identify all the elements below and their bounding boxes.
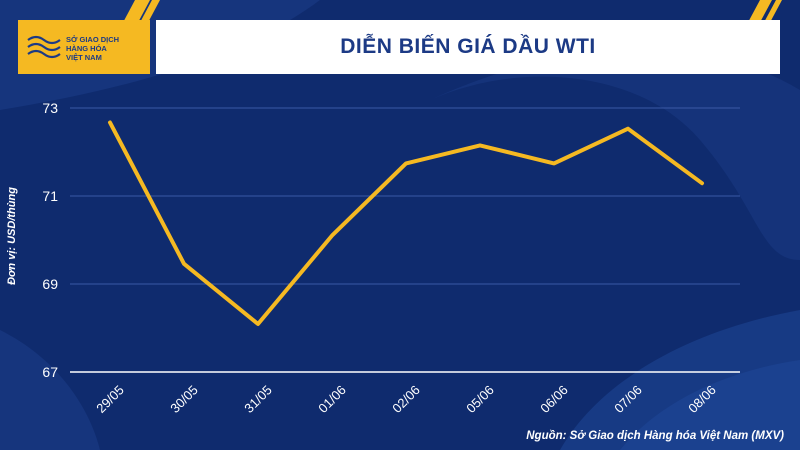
header: SỞ GIAO DỊCH HÀNG HÓA VIỆT NAM DIỄN BIẾN… [18,20,780,74]
x-tick-label: 07/06 [611,382,645,416]
x-tick-label: 08/06 [685,382,719,416]
logo-text: SỞ GIAO DỊCH HÀNG HÓA VIỆT NAM [66,35,119,62]
x-tick-label: 02/06 [389,382,423,416]
x-tick-label: 29/05 [93,382,127,416]
y-tick-label: 73 [42,100,58,116]
grid [70,107,740,373]
x-tick-label: 31/05 [241,382,275,416]
series-line [108,120,704,326]
source-note: Nguồn: Sở Giao dịch Hàng hóa Việt Nam (M… [526,430,784,442]
logo-line: VIỆT NAM [66,53,102,62]
y-tick-label: 71 [42,188,58,204]
x-tick-label: 30/05 [167,382,201,416]
title-box: DIỄN BIẾN GIÁ DẦU WTI [156,20,780,74]
logo: SỞ GIAO DỊCH HÀNG HÓA VIỆT NAM [18,20,150,74]
x-tick-label: 06/06 [537,382,571,416]
logo-line: HÀNG HÓA [66,44,107,53]
y-axis-label: Đơn vị: USD/thùng [6,187,18,285]
chart-title: DIỄN BIẾN GIÁ DẦU WTI [340,35,596,58]
x-tick-label: 05/06 [463,382,497,416]
x-tick-label: 01/06 [315,382,349,416]
logo-line: SỞ GIAO DỊCH [66,35,120,44]
y-tick-label: 67 [42,364,58,380]
x-tick-labels: 29/05 30/05 31/05 01/06 02/06 05/06 06/06 07/06… [93,382,719,416]
logo-icon [27,35,61,59]
y-tick-labels: 67 69 71 73 [42,100,58,380]
y-tick-label: 69 [42,276,58,292]
